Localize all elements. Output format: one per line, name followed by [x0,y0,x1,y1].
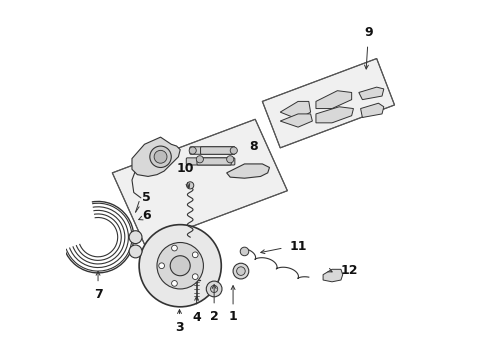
Circle shape [240,247,248,256]
Circle shape [171,245,177,251]
Polygon shape [323,269,342,282]
Text: 8: 8 [248,140,257,153]
Text: 3: 3 [175,321,183,334]
Polygon shape [226,164,269,178]
Text: 7: 7 [94,288,102,301]
Text: 11: 11 [288,240,306,253]
Circle shape [129,231,142,244]
Polygon shape [280,114,312,127]
Polygon shape [360,103,383,117]
Circle shape [210,285,217,293]
Circle shape [233,263,248,279]
Circle shape [230,147,237,154]
Circle shape [129,245,142,258]
Text: 2: 2 [209,310,218,323]
Text: 12: 12 [340,264,357,276]
Circle shape [192,252,198,258]
Text: 4: 4 [192,311,201,324]
Circle shape [226,156,233,163]
Polygon shape [262,59,394,148]
Polygon shape [132,137,180,176]
Polygon shape [315,91,351,109]
Polygon shape [112,119,287,244]
Circle shape [170,256,190,276]
Polygon shape [358,87,383,100]
FancyBboxPatch shape [197,158,231,165]
Polygon shape [280,102,310,119]
Circle shape [171,280,177,286]
FancyBboxPatch shape [189,147,234,154]
Circle shape [236,267,244,275]
Circle shape [159,263,164,269]
Circle shape [139,225,221,307]
Text: 5: 5 [142,192,150,204]
FancyBboxPatch shape [186,158,234,165]
Circle shape [192,274,198,279]
Circle shape [154,150,166,163]
Text: 6: 6 [142,209,150,222]
Circle shape [189,147,196,154]
FancyBboxPatch shape [200,147,234,154]
Text: 9: 9 [364,26,372,39]
Circle shape [186,182,193,189]
Text: 10: 10 [177,162,194,175]
Circle shape [196,156,203,163]
Circle shape [157,243,203,289]
Circle shape [206,281,222,297]
Text: 1: 1 [228,310,237,323]
Circle shape [149,146,171,167]
Polygon shape [315,107,353,123]
